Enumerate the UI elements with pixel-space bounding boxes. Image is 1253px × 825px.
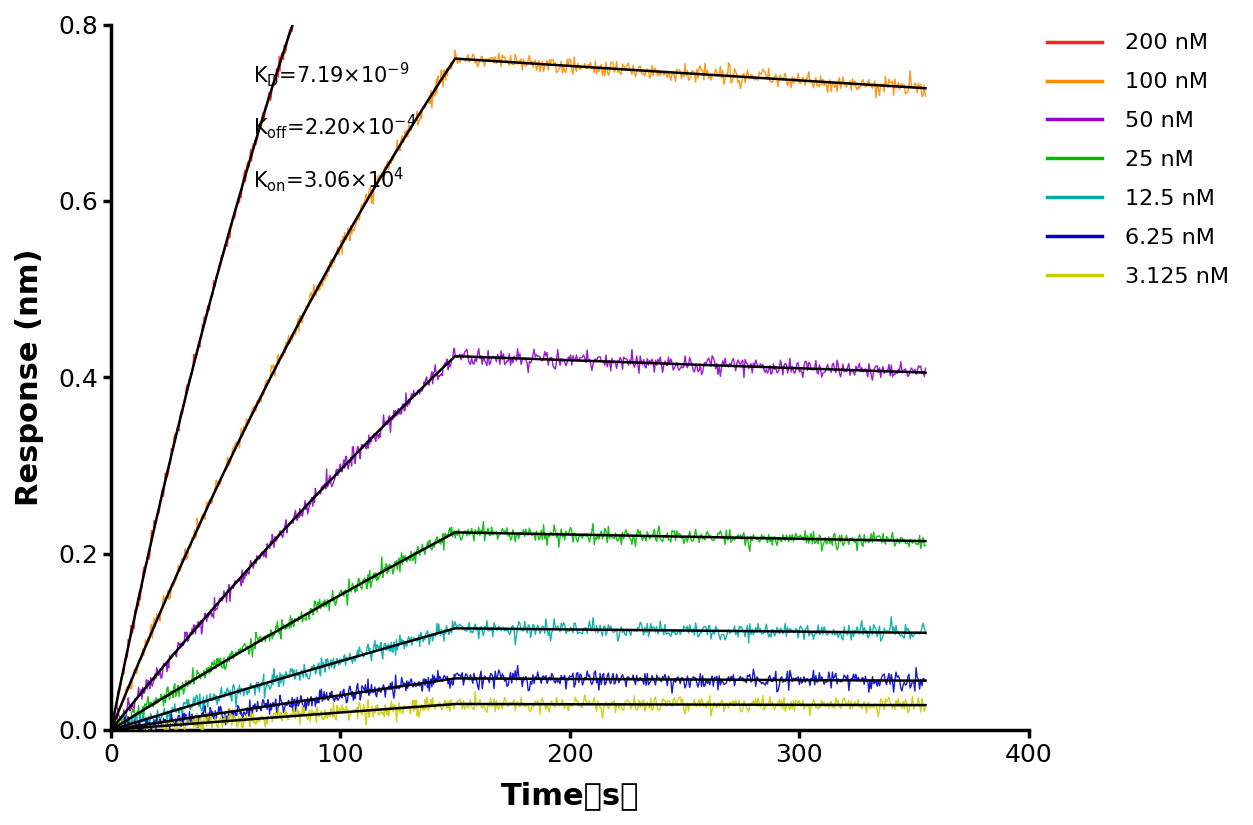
- Text: K$_\mathrm{on}$=3.06×10$^{4}$: K$_\mathrm{on}$=3.06×10$^{4}$: [253, 166, 405, 195]
- X-axis label: Time（s）: Time（s）: [501, 781, 639, 810]
- Text: K$_\mathrm{off}$=2.20×10$^{-4}$: K$_\mathrm{off}$=2.20×10$^{-4}$: [253, 113, 417, 141]
- Legend: 200 nM, 100 nM, 50 nM, 25 nM, 12.5 nM, 6.25 nM, 3.125 nM: 200 nM, 100 nM, 50 nM, 25 nM, 12.5 nM, 6…: [1037, 25, 1238, 295]
- Text: K$_\mathrm{D}$=7.19×10$^{-9}$: K$_\mathrm{D}$=7.19×10$^{-9}$: [253, 59, 410, 88]
- Y-axis label: Response (nm): Response (nm): [15, 248, 44, 506]
